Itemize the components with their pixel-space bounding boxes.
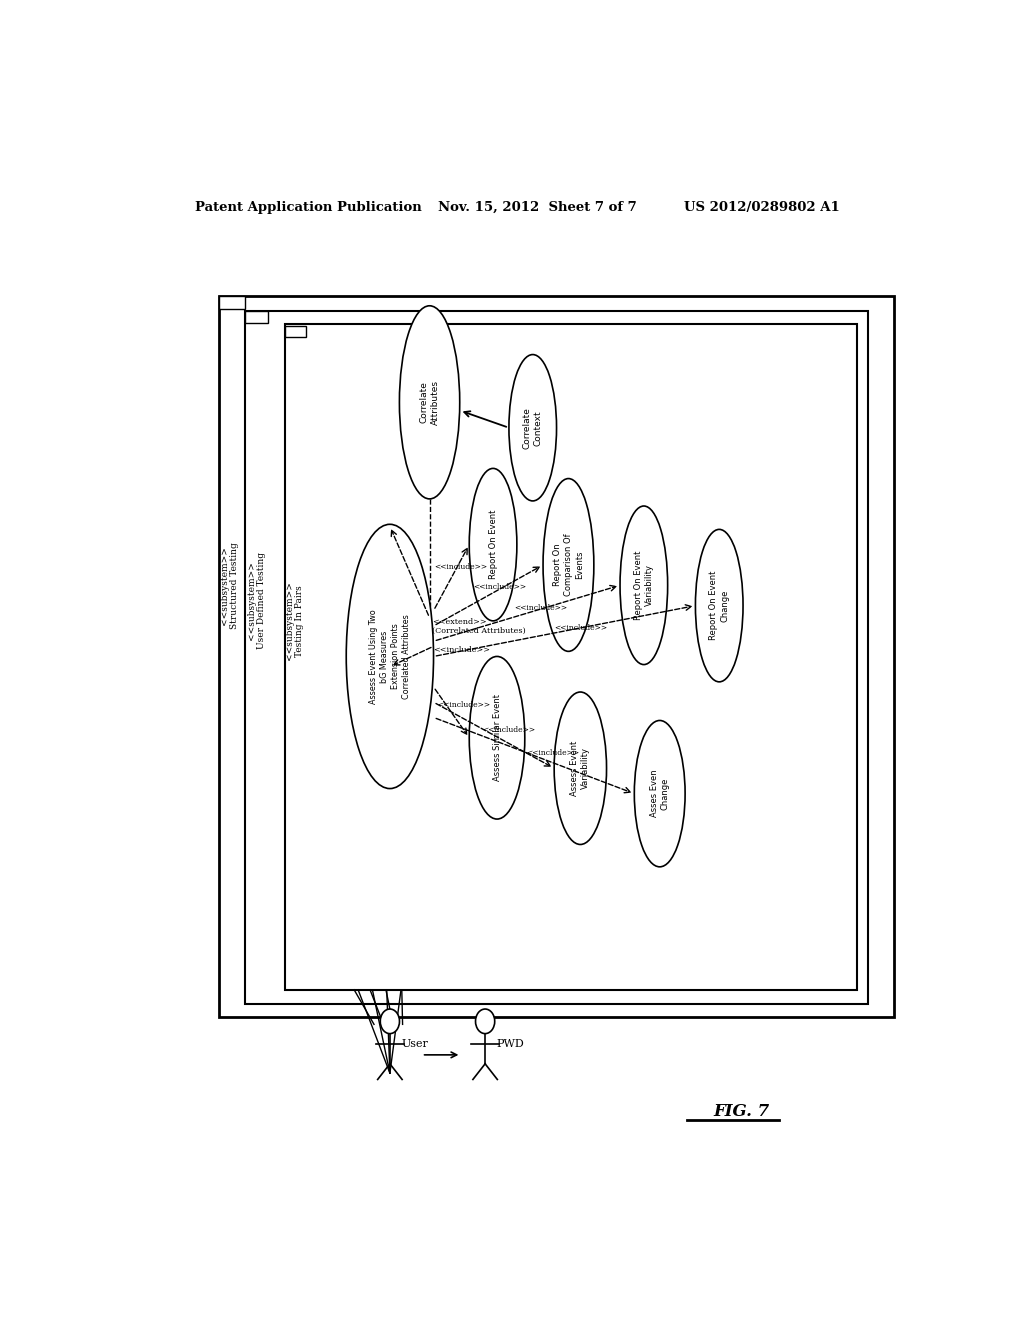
Circle shape [475,1008,495,1034]
Text: <<include>>: <<include>> [473,583,526,591]
Bar [285,325,856,990]
Bar [219,296,245,309]
Text: US 2012/0289802 A1: US 2012/0289802 A1 [684,201,840,214]
Bar [285,326,306,338]
Text: <<subsystem>>
Testing In Pairs: <<subsystem>> Testing In Pairs [285,581,304,660]
Bar [219,296,894,1018]
Ellipse shape [634,721,685,867]
Text: <<include>>: <<include>> [482,726,536,734]
Text: Correlate
Context: Correlate Context [522,407,543,449]
Text: <<subsystem>>
User Defined Testing: <<subsystem>> User Defined Testing [247,552,266,649]
Text: Report On Event
Variability: Report On Event Variability [634,550,654,620]
Ellipse shape [469,656,525,818]
Ellipse shape [621,506,668,664]
Ellipse shape [399,306,460,499]
Bar [246,312,867,1005]
Text: Assess Event Using Two
bG Measures
Extension Points
Correlated Attributes: Assess Event Using Two bG Measures Exten… [369,609,411,704]
Text: User: User [401,1039,428,1048]
Ellipse shape [695,529,743,682]
Text: <<include>>: <<include>> [514,603,567,611]
Bar [246,312,267,323]
Text: Patent Application Publication: Patent Application Publication [196,201,422,214]
Text: PWD: PWD [497,1039,524,1048]
Text: <<include>>: <<include>> [433,647,490,655]
Ellipse shape [543,479,594,651]
Text: FIG. 7: FIG. 7 [714,1104,770,1121]
Text: Nov. 15, 2012  Sheet 7 of 7: Nov. 15, 2012 Sheet 7 of 7 [437,201,636,214]
Text: <<include>>: <<include>> [437,701,490,709]
Ellipse shape [346,524,433,788]
Text: Correlate
Attributes: Correlate Attributes [420,380,439,425]
Text: <<include>>: <<include>> [526,748,580,756]
Text: <<subsystem>>
Structured Testing: <<subsystem>> Structured Testing [220,543,240,628]
Text: Assess Similar Event: Assess Similar Event [493,694,502,781]
Ellipse shape [469,469,517,620]
Text: Report On
Comparison Of
Events: Report On Comparison Of Events [553,533,584,597]
Ellipse shape [509,355,557,500]
Text: <<include>>: <<include>> [554,624,607,632]
Text: Assess Event
Variability: Assess Event Variability [570,741,591,796]
Circle shape [380,1008,399,1034]
Text: <<extend>>
(Correlated Attributes): <<extend>> (Correlated Attributes) [432,618,525,635]
Ellipse shape [554,692,606,845]
Text: Asses Even
Change: Asses Even Change [649,770,670,817]
Text: Report On Event
Change: Report On Event Change [710,572,729,640]
Text: Report On Event: Report On Event [488,510,498,579]
Text: <<include>>: <<include>> [435,564,487,572]
